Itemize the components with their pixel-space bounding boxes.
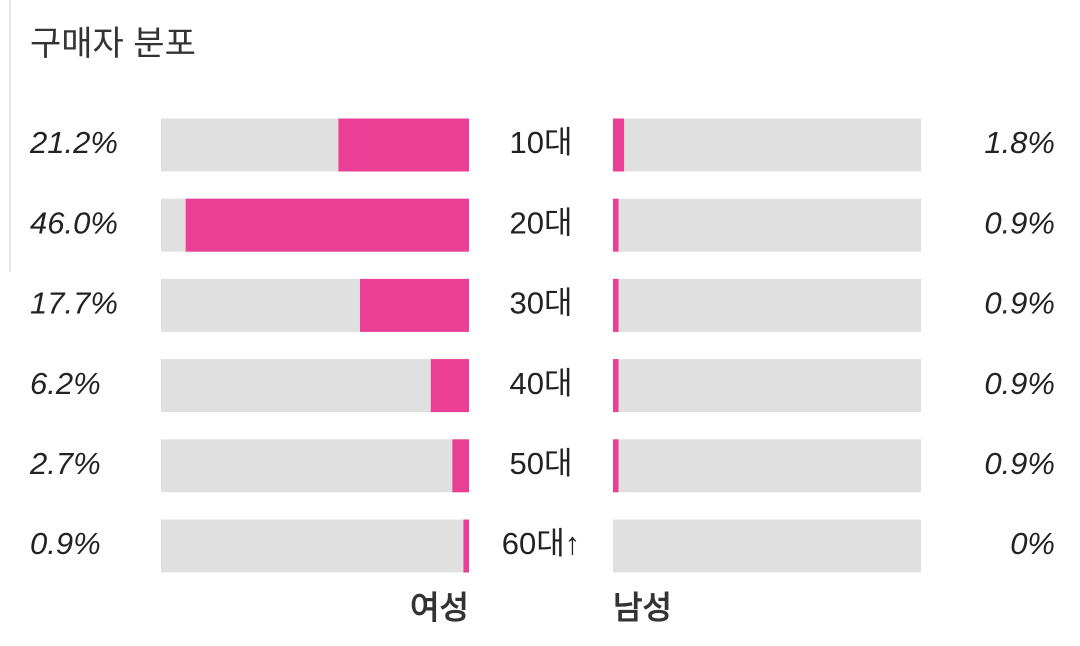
bar-track <box>613 519 921 573</box>
value-label: 6.2% <box>30 366 101 401</box>
bar-track <box>613 359 921 413</box>
value-label: 46.0% <box>30 205 118 240</box>
series-label: 남성 <box>613 589 672 625</box>
bar <box>338 118 469 172</box>
category-label: 10대 <box>509 125 572 160</box>
value-label: 0.9% <box>984 205 1055 240</box>
bar <box>452 439 469 493</box>
bar <box>613 198 619 252</box>
bar <box>613 439 619 493</box>
value-label: 2.7% <box>29 446 101 481</box>
category-label: 20대 <box>509 205 572 240</box>
bar <box>359 278 469 332</box>
bar-track <box>613 198 921 252</box>
category-label: 40대 <box>509 366 572 401</box>
bar <box>613 359 619 413</box>
bar-track <box>613 278 921 332</box>
bar <box>613 118 625 172</box>
bar <box>613 278 619 332</box>
bar-track <box>161 519 469 573</box>
value-label: 21.2% <box>29 125 118 160</box>
value-label: 0% <box>1010 526 1055 561</box>
bar-track <box>613 439 921 493</box>
bar-track <box>613 118 921 172</box>
value-label: 0.9% <box>984 286 1055 321</box>
bar <box>463 519 469 573</box>
bar <box>185 198 469 252</box>
value-label: 1.8% <box>984 125 1055 160</box>
value-label: 0.9% <box>30 526 101 561</box>
chart-title: 구매자 분포 <box>30 25 196 63</box>
bar <box>430 359 469 413</box>
category-label: 50대 <box>509 446 572 481</box>
value-label: 0.9% <box>984 446 1055 481</box>
category-label: 30대 <box>509 286 572 321</box>
value-label: 0.9% <box>984 366 1055 401</box>
bar-track <box>161 439 469 493</box>
bar-track <box>161 359 469 413</box>
series-label: 여성 <box>410 589 469 625</box>
value-label: 17.7% <box>30 286 118 321</box>
category-label: 60대↑ <box>502 526 581 561</box>
